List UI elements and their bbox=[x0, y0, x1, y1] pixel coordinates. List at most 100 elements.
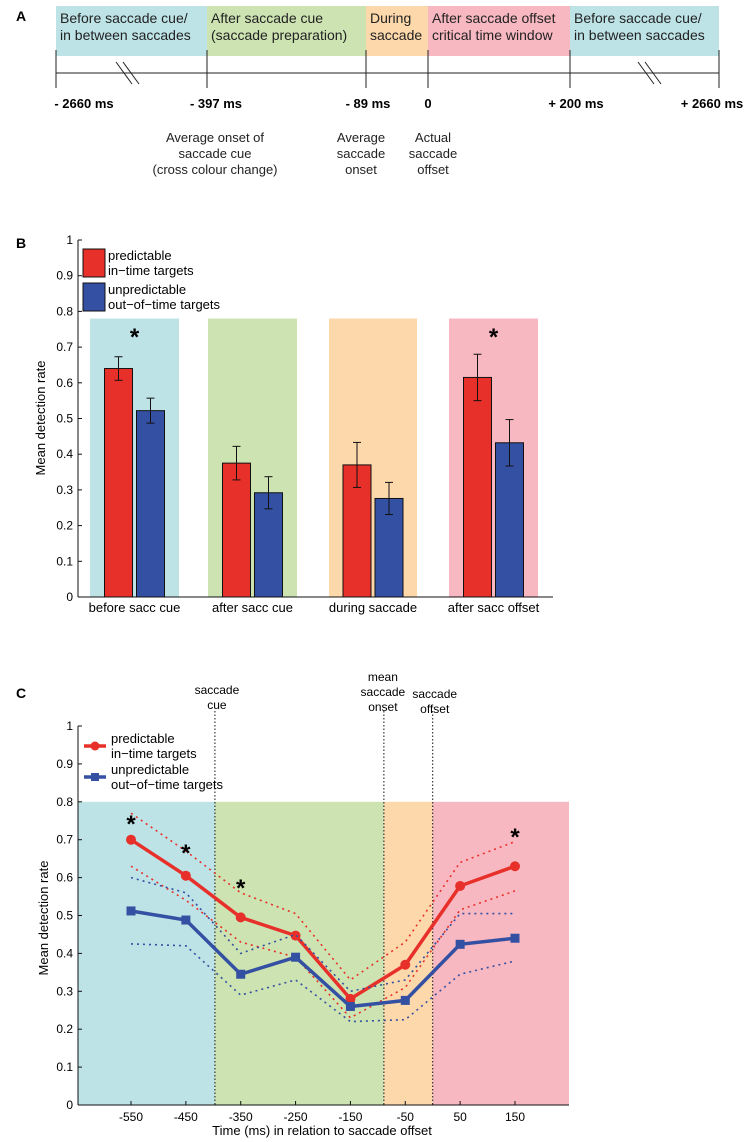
timeline-segment bbox=[570, 6, 719, 56]
panel-a-letter: A bbox=[16, 8, 26, 24]
data-point bbox=[400, 995, 410, 1005]
significance-marker: * bbox=[510, 824, 520, 851]
y-tick-label: 0.5 bbox=[56, 909, 73, 923]
legend-label: out−of−time targets bbox=[111, 777, 224, 792]
significance-marker: * bbox=[130, 324, 140, 351]
timeline-note: offset bbox=[417, 162, 449, 177]
y-tick-label: 1 bbox=[66, 719, 73, 733]
x-tick-label: 150 bbox=[505, 1110, 525, 1124]
event-label: saccade bbox=[361, 685, 406, 699]
y-tick-label: 0.2 bbox=[56, 519, 73, 533]
y-tick-label: 0.8 bbox=[56, 795, 73, 809]
y-tick-label: 0.2 bbox=[56, 1022, 73, 1036]
timeline-segment-label: After saccade offset bbox=[432, 10, 556, 26]
timeline-tick-label: + 200 ms bbox=[548, 96, 603, 111]
data-point bbox=[400, 959, 411, 970]
data-point bbox=[290, 930, 301, 941]
phase-region bbox=[432, 801, 569, 1105]
phase-region bbox=[78, 801, 215, 1105]
timeline-segment-label: in between saccades bbox=[574, 27, 705, 43]
timeline-tick-label: + 2660 ms bbox=[681, 96, 744, 111]
timeline-note: Actual bbox=[415, 130, 451, 145]
x-tick-label: -450 bbox=[174, 1110, 198, 1124]
timeline-note: onset bbox=[345, 162, 377, 177]
confidence-bound bbox=[130, 943, 516, 1023]
timeline-break-mark bbox=[637, 61, 655, 85]
timeline-note: (cross colour change) bbox=[153, 162, 278, 177]
y-tick-label: 0.6 bbox=[56, 871, 73, 885]
y-tick-label: 0.6 bbox=[56, 376, 73, 390]
significance-marker: * bbox=[489, 324, 499, 351]
y-tick-label: 0.3 bbox=[56, 483, 73, 497]
significance-marker: * bbox=[181, 840, 191, 867]
event-label: saccade bbox=[195, 683, 240, 697]
legend-swatch bbox=[82, 282, 106, 312]
x-tick-label: 50 bbox=[453, 1110, 467, 1124]
x-tick-label: after sacc cue bbox=[212, 600, 293, 615]
legend-label: unpredictable bbox=[108, 282, 186, 297]
legend-label: predictable bbox=[111, 731, 175, 746]
y-tick-label: 0.9 bbox=[56, 269, 73, 283]
data-point bbox=[510, 933, 520, 943]
timeline-segment-label: After saccade cue bbox=[211, 10, 323, 26]
panel-c-line-chart: C saccadecuemeansaccadeonsetsaccadeoffse… bbox=[16, 670, 569, 1138]
confidence-bound bbox=[130, 865, 516, 1019]
x-tick-label: -550 bbox=[119, 1110, 143, 1124]
legend-label: in−time targets bbox=[111, 746, 197, 761]
x-tick-label: before sacc cue bbox=[89, 600, 181, 615]
phase-band bbox=[90, 318, 179, 597]
event-label: mean bbox=[368, 670, 398, 684]
y-tick-label: 0.5 bbox=[56, 412, 73, 426]
timeline-segment-label: in between saccades bbox=[60, 27, 191, 43]
timeline-break-mark bbox=[644, 61, 662, 85]
timeline-note: Average bbox=[337, 130, 385, 145]
event-label: offset bbox=[420, 702, 450, 716]
data-point bbox=[181, 915, 191, 925]
y-axis-label: Mean detection rate bbox=[33, 361, 48, 476]
timeline-segment-label: Before saccade cue/ bbox=[60, 10, 188, 26]
x-tick-label: during saccade bbox=[329, 600, 417, 615]
timeline-segment bbox=[428, 6, 570, 56]
y-tick-label: 0.1 bbox=[56, 554, 73, 568]
timeline-tick-label: 0 bbox=[424, 96, 431, 111]
bar bbox=[104, 368, 133, 598]
y-tick-label: 0 bbox=[66, 590, 73, 604]
y-tick-label: 0 bbox=[66, 1098, 73, 1112]
y-tick-label: 0.1 bbox=[56, 1060, 73, 1074]
timeline-tick-label: - 2660 ms bbox=[54, 96, 113, 111]
timeline-segment bbox=[56, 6, 207, 56]
timeline-segment-label: During bbox=[370, 10, 411, 26]
y-tick-label: 0.3 bbox=[56, 984, 73, 998]
bar bbox=[463, 376, 492, 598]
data-point bbox=[126, 834, 136, 845]
confidence-bound bbox=[130, 876, 515, 993]
data-point bbox=[291, 952, 301, 962]
bar bbox=[136, 410, 165, 598]
panel-c-letter: C bbox=[16, 685, 26, 701]
significance-marker: * bbox=[126, 811, 136, 838]
timeline-segment-label: saccade bbox=[370, 27, 422, 43]
phase-band bbox=[208, 318, 297, 597]
timeline-note: saccade bbox=[409, 146, 457, 161]
x-tick-label: after sacc offset bbox=[448, 600, 540, 615]
x-tick-label: -350 bbox=[229, 1110, 253, 1124]
data-point bbox=[235, 912, 246, 923]
data-point bbox=[510, 861, 520, 872]
legend-label: in−time targets bbox=[108, 263, 194, 278]
timeline-segment-label: Before saccade cue/ bbox=[574, 10, 702, 26]
timeline-note: saccade bbox=[337, 146, 385, 161]
y-tick-label: 0.7 bbox=[56, 340, 73, 354]
timeline-segment-label: (saccade preparation) bbox=[211, 27, 347, 43]
data-point bbox=[455, 939, 465, 949]
timeline-tick-label: - 89 ms bbox=[346, 96, 391, 111]
data-point bbox=[180, 870, 191, 881]
timeline-segment bbox=[366, 6, 428, 56]
bar bbox=[222, 462, 251, 598]
timeline-tick-label: - 397 ms bbox=[190, 96, 242, 111]
event-label: cue bbox=[207, 698, 227, 712]
series-line bbox=[130, 838, 516, 1002]
y-axis-label: Mean detection rate bbox=[36, 861, 51, 976]
timeline-break-mark bbox=[115, 61, 133, 85]
y-tick-label: 1 bbox=[66, 233, 73, 247]
